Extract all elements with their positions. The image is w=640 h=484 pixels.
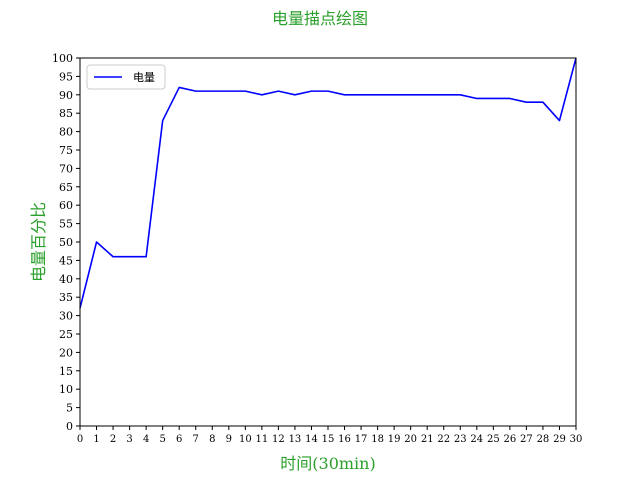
y-tick-label: 30 <box>59 310 73 323</box>
x-tick-label: 26 <box>503 434 516 445</box>
x-tick-label: 1 <box>93 434 99 445</box>
y-tick-label: 100 <box>52 52 73 65</box>
x-tick-label: 3 <box>126 434 132 445</box>
y-tick-label: 35 <box>59 291 73 304</box>
x-tick-label: 12 <box>272 434 285 445</box>
y-tick-label: 15 <box>59 365 73 378</box>
x-tick-label: 15 <box>322 434 335 445</box>
y-tick-label: 50 <box>59 236 73 249</box>
x-tick-label: 11 <box>255 434 268 445</box>
y-tick-label: 70 <box>59 162 73 175</box>
x-tick-label: 4 <box>143 434 149 445</box>
x-tick-label: 6 <box>176 434 182 445</box>
y-axis-ticks: 0 5 10 15 20 25 30 35 40 45 50 55 60 65 70 75 80 85 90 95 10… <box>52 52 80 433</box>
y-tick-label: 75 <box>59 144 73 157</box>
x-tick-label: 25 <box>487 434 500 445</box>
chart-title: 电量描点绘图 <box>272 9 368 28</box>
y-tick-label: 60 <box>59 199 73 212</box>
legend-label: 电量 <box>133 71 155 84</box>
x-tick-label: 19 <box>388 434 401 445</box>
y-tick-label: 45 <box>59 254 73 267</box>
x-tick-label: 7 <box>193 434 199 445</box>
x-tick-label: 30 <box>570 434 583 445</box>
y-tick-label: 0 <box>66 420 73 433</box>
y-tick-label: 85 <box>59 107 73 120</box>
x-tick-label: 0 <box>77 434 83 445</box>
y-tick-label: 55 <box>59 218 73 231</box>
legend-box <box>86 64 166 90</box>
y-tick-label: 80 <box>59 126 73 139</box>
x-tick-label: 29 <box>553 434 566 445</box>
y-tick-label: 20 <box>59 346 73 359</box>
y-tick-label: 40 <box>59 273 73 286</box>
y-tick-label: 65 <box>59 181 73 194</box>
x-axis-label: 时间(30min) <box>280 454 375 473</box>
x-tick-label: 17 <box>355 434 368 445</box>
x-axis-ticks: 0 1 2 3 4 5 6 7 8 9 10 11 12 13 14 15 16 17 18 19 20 21 22 23 24… <box>77 426 583 445</box>
x-tick-label: 27 <box>520 434 533 445</box>
x-tick-label: 28 <box>537 434 550 445</box>
x-tick-label: 10 <box>239 434 252 445</box>
x-tick-label: 2 <box>110 434 116 445</box>
y-tick-label: 5 <box>66 402 73 415</box>
y-axis-label: 电量百分比 <box>29 202 48 282</box>
x-tick-label: 14 <box>305 434 318 445</box>
plot-frame <box>79 57 577 427</box>
x-tick-label: 5 <box>159 434 165 445</box>
y-tick-label: 25 <box>59 328 73 341</box>
y-tick-label: 10 <box>59 383 73 396</box>
legend: 电量 <box>86 64 166 90</box>
y-tick-label: 95 <box>59 70 73 83</box>
x-tick-label: 18 <box>371 434 384 445</box>
x-tick-label: 16 <box>338 434 351 445</box>
x-tick-label: 13 <box>289 434 302 445</box>
x-tick-label: 23 <box>454 434 467 445</box>
x-tick-label: 20 <box>404 434 417 445</box>
series-line-battery <box>79 57 577 309</box>
y-tick-label: 90 <box>59 89 73 102</box>
x-tick-label: 24 <box>470 434 483 445</box>
x-tick-label: 22 <box>437 434 450 445</box>
x-tick-label: 8 <box>209 434 215 445</box>
x-tick-label: 21 <box>421 434 434 445</box>
x-tick-label: 9 <box>226 434 232 445</box>
